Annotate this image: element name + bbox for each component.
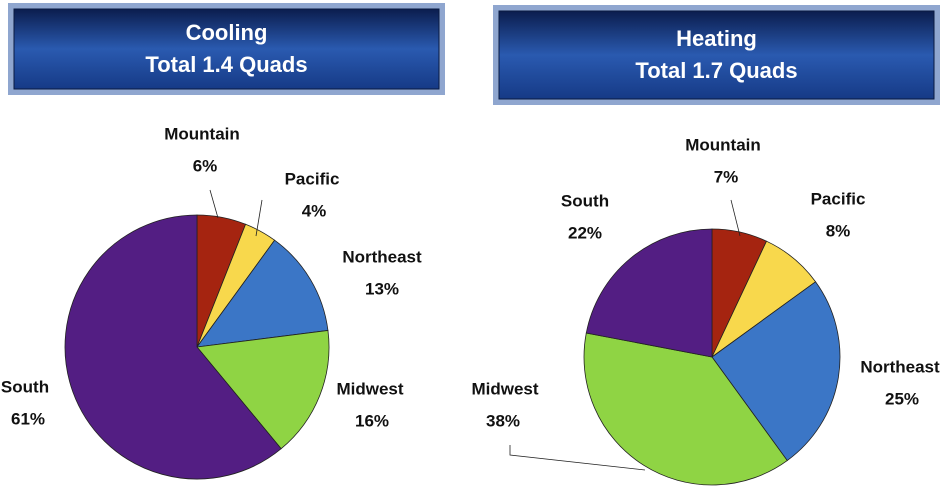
- slice-value: 4%: [302, 201, 327, 220]
- slice-name: Pacific: [811, 189, 866, 208]
- slice-name: South: [1, 377, 49, 396]
- pie-slice: [585, 228, 713, 358]
- slice-value: 61%: [11, 409, 45, 428]
- pie-slice: [711, 281, 841, 462]
- slice-value: 13%: [365, 279, 399, 298]
- chart-title: Heating: [676, 26, 757, 51]
- slice-name: Midwest: [336, 379, 403, 398]
- slice-value: 8%: [826, 221, 851, 240]
- leader-line: [730, 199, 741, 237]
- slice-name: South: [561, 191, 609, 210]
- pie-slice: [64, 214, 282, 480]
- slice-name: Pacific: [285, 169, 340, 188]
- slice-name: Mountain: [685, 135, 761, 154]
- leader-line: [255, 199, 263, 237]
- slice-name: Northeast: [342, 247, 422, 266]
- leader-line: [209, 189, 219, 219]
- leader-line: [509, 445, 646, 471]
- slice-value: 25%: [885, 389, 919, 408]
- slice-value: 16%: [355, 411, 389, 430]
- chart-title: Cooling: [186, 20, 268, 45]
- pie-slice: [196, 330, 330, 450]
- pie-slice: [196, 239, 329, 348]
- chart-subtitle: Total 1.4 Quads: [145, 52, 307, 77]
- pie-slice: [583, 332, 788, 486]
- title-banner: [498, 10, 935, 100]
- slice-value: 38%: [486, 411, 520, 430]
- slice-value: 7%: [714, 167, 739, 186]
- slice-value: 6%: [193, 156, 218, 175]
- slice-name: Mountain: [164, 124, 240, 143]
- slice-name: Northeast: [860, 357, 940, 376]
- chart-subtitle: Total 1.7 Quads: [635, 58, 797, 83]
- slice-name: Midwest: [471, 379, 538, 398]
- slice-value: 22%: [568, 223, 602, 242]
- title-banner: [13, 8, 440, 90]
